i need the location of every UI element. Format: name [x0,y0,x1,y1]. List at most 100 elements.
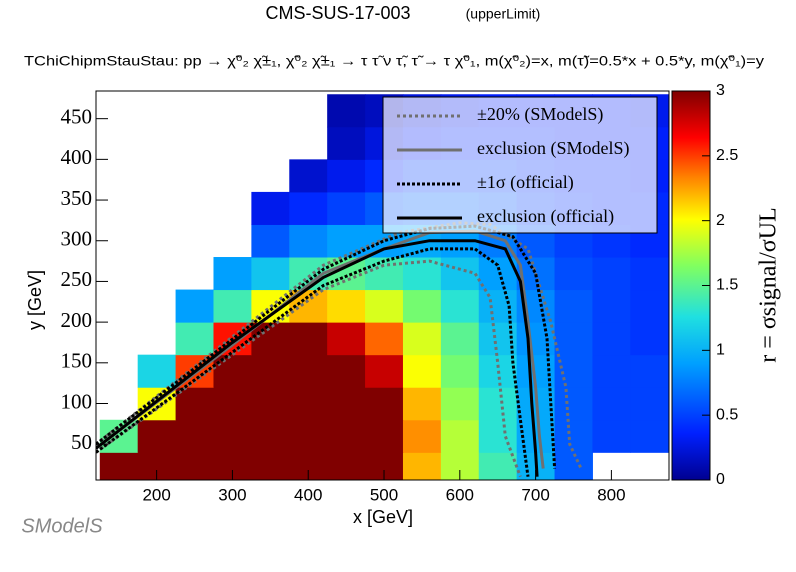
heatmap-cell [478,387,518,421]
heatmap-cell [289,224,328,258]
x-tick-label: 200 [142,485,170,504]
heatmap-cell [327,322,366,356]
heatmap-cell [554,387,593,421]
legend: ±20% (SModelS) exclusion (SModelS) ±1σ (of… [397,104,630,227]
heatmap-cell [402,387,442,421]
y-tick-label: 350 [61,186,93,210]
heatmap-cell [251,191,290,225]
heatmap-cell [365,322,404,356]
heatmap-cell [554,257,593,291]
logo: SModelS [21,515,103,537]
y-tick-label: 50 [71,430,92,454]
heatmap-cell [365,289,404,323]
heatmap-cell [365,354,404,388]
heatmap-cell [402,452,442,480]
colorbar-axis: 0 0.5 1 1.5 2 2.5 3 [702,82,738,488]
heatmap-cell [592,354,631,388]
z-tick-label: 2 [716,212,725,229]
heatmap-cell [251,322,290,356]
y-tick-label: 400 [61,145,93,169]
heatmap-cell [592,289,631,323]
z-tick-label: 0.5 [716,406,738,423]
heatmap-cell [251,387,290,421]
heatmap-cell [251,257,290,291]
y-axis-label: y [GeV] [25,270,45,330]
heatmap-cell [213,387,252,421]
heatmap-cell [289,354,328,388]
heatmap-cell [327,419,366,453]
heatmap-cell [630,322,669,356]
heatmap-cell [630,354,669,388]
plot-frame [95,90,670,481]
z-tick-label: 2.5 [716,147,738,164]
heatmap-cell [289,387,328,421]
heatmap-cell [554,419,593,453]
heatmap-cell [99,452,139,480]
legend-label: exclusion (official) [477,206,614,227]
heatmap-cell [554,289,593,323]
heatmap-cell [592,322,631,356]
heatmap-cell [289,419,328,453]
y-tick-label: 100 [61,389,93,413]
heatmap-cell [402,419,442,453]
heatmap-cell [213,257,252,291]
z-tick-label: 0 [716,471,725,488]
heatmap-cell [365,419,404,453]
contour-line [96,229,545,469]
heatmap-cell [440,257,480,291]
x-tick-label: 700 [521,485,549,504]
heatmap-cell [630,387,669,421]
heatmap-cell [592,419,631,453]
heatmap-cell [554,322,593,356]
heatmap-cell [289,159,328,193]
heatmap-cell [478,289,518,323]
heatmap-cell [554,452,593,480]
heatmap-cell [327,354,366,388]
heatmap-cell [251,354,290,388]
heatmap-cell [402,289,442,323]
heatmap-cell [327,289,366,323]
y-tick-label: 300 [61,227,93,251]
z-tick-label: 1 [716,342,725,359]
heatmap-cell [213,419,252,453]
heatmap-cell [327,452,366,480]
heatmap-cell [478,419,518,453]
heatmap-cell [630,289,669,323]
x-tick-label: 500 [370,485,398,504]
heatmap-cell [175,387,214,421]
x-tick-label: 800 [597,485,625,504]
heatmap-cell [327,191,366,225]
heatmap-cell [630,419,669,453]
heatmap-cell [402,354,442,388]
heatmap-cell [175,322,214,356]
heatmap-cell [137,354,177,388]
heatmap-cell [289,191,328,225]
chart-description: TChiChipmStauStau: pp → χ̃⁰₂ χ̃±₁, χ̃⁰₂ … [24,53,764,69]
heatmap-cell [402,322,442,356]
heatmap-cell [289,322,328,356]
heatmap-cell [175,452,214,480]
z-axis-label: r = σsignal/σUL [756,207,782,362]
legend-label: ±1σ (official) [477,172,574,193]
heatmap-cell [516,322,556,356]
x-tick-label: 600 [446,485,474,504]
x-tick-label: 400 [294,485,322,504]
heatmap-cell [327,387,366,421]
legend-label: ±20% (SModelS) [477,104,603,125]
chart-subtitle: (upperLimit) [466,6,541,22]
chart-title: CMS-SUS-17-003 [265,3,410,23]
y-tick-label: 250 [61,267,93,291]
x-axis-label: x [GeV] [353,507,413,527]
heatmap-cell [137,419,177,453]
heatmap-cell [592,387,631,421]
heatmap-cell [251,224,290,258]
x-tick-label: 300 [218,485,246,504]
y-tick-label: 450 [61,104,93,128]
heatmap-cell [440,322,480,356]
heatmap-cell [213,289,252,323]
heatmap-cell [478,452,518,480]
heatmap-cell [592,257,631,291]
heatmap-cell [327,94,366,128]
legend-box [382,96,658,234]
